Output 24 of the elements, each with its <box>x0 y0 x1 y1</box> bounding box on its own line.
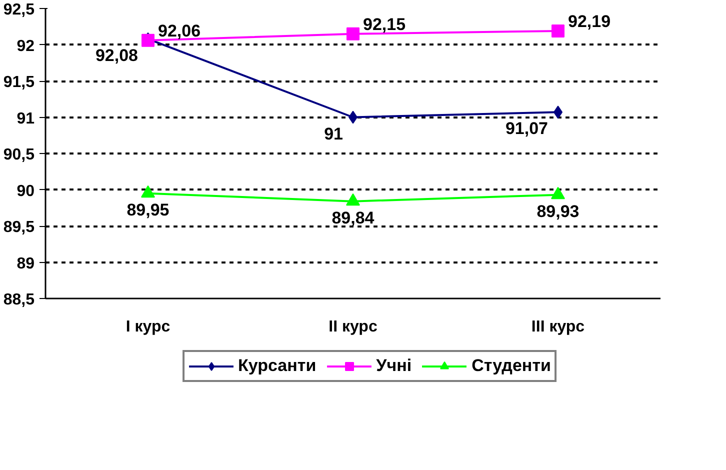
y-tick-label: 90,5 <box>3 146 35 164</box>
legend-label: Курсанти <box>238 356 316 376</box>
data-label: 92,08 <box>95 46 138 65</box>
data-label: 91 <box>324 124 344 144</box>
y-tick-label: 91,5 <box>3 74 35 91</box>
y-tick-label: 92 <box>16 38 35 55</box>
x-tick-label: III курс <box>531 318 585 336</box>
x-tick-label: II курс <box>328 318 378 336</box>
legend-label: Учні <box>376 356 412 376</box>
x-tick-label: I курс <box>126 318 170 336</box>
data-label: 89,95 <box>126 200 170 220</box>
data-label: 92,15 <box>363 14 406 34</box>
y-tick-label: 92,5 <box>3 2 35 18</box>
data-label: 92,06 <box>158 21 201 40</box>
data-label: 89,84 <box>332 208 375 228</box>
y-tick-label: 88,5 <box>3 292 35 308</box>
y-tick-label: 89 <box>16 255 35 272</box>
legend-label: Студенти <box>472 356 551 376</box>
y-tick-label: 90 <box>16 182 35 200</box>
y-tick-label: 89,5 <box>3 219 35 236</box>
data-label: 91,07 <box>505 119 548 138</box>
data-label: 89,93 <box>536 202 580 221</box>
data-label: 92,19 <box>568 12 611 31</box>
y-tick-label: 91 <box>16 110 35 128</box>
